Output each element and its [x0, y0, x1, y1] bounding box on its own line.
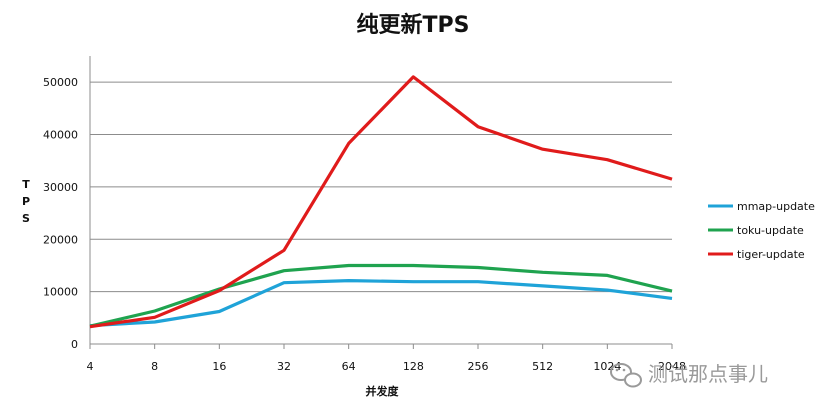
- x-tick-label: 8: [151, 360, 158, 373]
- legend-label: tiger-update: [737, 248, 805, 261]
- x-tick-label: 512: [532, 360, 553, 373]
- legend: mmap-update toku-update tiger-update: [708, 200, 815, 261]
- legend-label: mmap-update: [737, 200, 815, 213]
- y-tick-label: 0: [71, 338, 78, 351]
- series-lines: [89, 75, 673, 329]
- watermark: 测试那点事儿: [610, 362, 768, 388]
- y-tick-label: 50000: [43, 76, 78, 89]
- gridlines: [90, 81, 672, 293]
- x-tick-label: 4: [87, 360, 94, 373]
- series-line-toku-update: [89, 263, 673, 328]
- x-tick-label: 16: [212, 360, 226, 373]
- x-axis-label: 并发度: [366, 384, 400, 398]
- x-tick-label: 256: [468, 360, 489, 373]
- x-tick-label: 32: [277, 360, 291, 373]
- x-tick-label: 64: [342, 360, 356, 373]
- series-line-mmap-update: [89, 279, 673, 328]
- axes: [89, 56, 672, 345]
- y-tick-labels: 0 10000 20000 30000 40000 50000: [43, 76, 78, 351]
- y-tick-label: 10000: [43, 286, 78, 299]
- wechat-icon: [610, 363, 642, 388]
- x-tick-label: 2048: [658, 360, 686, 373]
- y-axis-label-char: P: [22, 195, 30, 208]
- chart-title: 纯更新TPS: [357, 12, 470, 38]
- y-tick-label: 20000: [43, 233, 78, 246]
- y-axis-label-char: S: [22, 212, 30, 225]
- y-axis-label: TPS: [22, 178, 30, 225]
- watermark-text: 测试那点事儿: [648, 362, 768, 386]
- y-tick-label: 30000: [43, 181, 78, 194]
- series-line-tiger-update: [89, 75, 673, 329]
- y-axis-label-char: T: [22, 178, 30, 191]
- x-tick-labels: 4 8 16 32 64 128 256 512 1024 2048: [87, 344, 686, 373]
- x-tick-label: 128: [403, 360, 424, 373]
- x-tick-label: 1024: [593, 360, 621, 373]
- legend-label: toku-update: [737, 224, 804, 237]
- y-tick-label: 40000: [43, 129, 78, 142]
